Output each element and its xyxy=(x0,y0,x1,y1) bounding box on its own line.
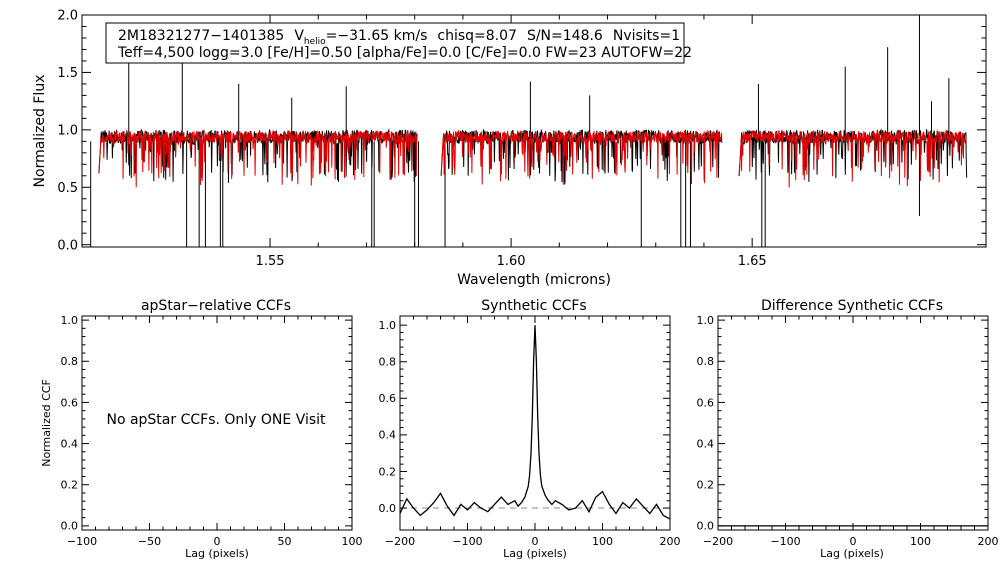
ccf-line xyxy=(399,325,671,520)
apstar-ccf-ticks: −100 −50 0 50 100 0.0 0.2 0.4 0.6 0.8 1.0 xyxy=(61,314,363,548)
y-tick-label: 1.0 xyxy=(61,314,79,327)
spectrum-axes-frame xyxy=(81,14,987,248)
x-tick-label: 0 xyxy=(214,535,221,548)
no-ccf-message: No apStar CCFs. Only ONE Visit xyxy=(106,412,326,428)
vhelio-value: =−31.65 km/s xyxy=(326,28,428,44)
y-tick-label: 0.0 xyxy=(379,502,397,515)
apstar-ccf-panel: apStar−relative CCFs −100 −50 0 50 100 0.0 0.2… xyxy=(40,298,363,560)
y-tick-label: 0.8 xyxy=(697,355,715,368)
spectrum-xlabel: Wavelength (microns) xyxy=(457,272,611,288)
y-tick-label: 0.5 xyxy=(57,181,78,196)
y-tick-label: 0.0 xyxy=(61,520,79,533)
x-tick-label: 200 xyxy=(978,535,999,548)
apstar-ccf-xlabel: Lag (pixels) xyxy=(185,547,249,560)
synthetic-ccf-axes-frame xyxy=(399,315,671,531)
apstar-ccf-title: apStar−relative CCFs xyxy=(141,298,291,314)
synthetic-ccf-xlabel: Lag (pixels) xyxy=(503,547,567,560)
x-tick-label: 100 xyxy=(910,535,931,548)
vhelio-prefix: V xyxy=(294,28,304,44)
apstar-ccf-ylabel: Normalized CCF xyxy=(40,379,53,467)
x-tick-label: −200 xyxy=(385,535,415,548)
x-tick-label: −100 xyxy=(67,535,97,548)
y-tick-label: 1.5 xyxy=(57,66,78,81)
vhelio-subscript: helio xyxy=(304,37,326,47)
synthetic-ccf-plot-area xyxy=(399,325,671,520)
synthetic-ccf-title: Synthetic CCFs xyxy=(481,298,586,314)
y-tick-label: 0.4 xyxy=(61,437,79,450)
y-tick-label: 0.8 xyxy=(379,356,397,369)
x-tick-label: −100 xyxy=(452,535,482,548)
annotation-box xyxy=(105,22,685,64)
nvisits-value: Nvisits=1 xyxy=(613,28,680,44)
snr-value: S/N=148.6 xyxy=(527,28,603,44)
x-tick-label: −100 xyxy=(770,535,800,548)
y-tick-label: 0.6 xyxy=(697,396,715,409)
y-tick-label: 0.2 xyxy=(697,479,715,492)
x-tick-label: 200 xyxy=(660,535,681,548)
x-tick-label: −200 xyxy=(703,535,733,548)
difference-ccf-xlabel: Lag (pixels) xyxy=(820,547,884,560)
y-tick-label: 0.0 xyxy=(697,520,715,533)
difference-ccf-ticks: −200 −100 0 100 200 0.0 0.2 0.4 0.6 0.8 1.0 xyxy=(697,314,999,548)
x-tick-label: 100 xyxy=(592,535,613,548)
x-tick-label: 1.55 xyxy=(256,254,285,269)
y-tick-label: 2.0 xyxy=(57,9,78,24)
x-tick-label: 1.65 xyxy=(738,254,767,269)
synthetic-ccf-panel: Synthetic CCFs −200 −100 0 100 200 0.0 0.2 0.4 0… xyxy=(379,298,681,560)
stellar-parameters: Teff=4,500 logg=3.0 [Fe/H]=0.50 [alpha/F… xyxy=(117,45,692,61)
y-tick-label: 1.0 xyxy=(697,314,715,327)
synthetic-spectrum-line xyxy=(98,129,967,188)
y-tick-label: 0.4 xyxy=(697,437,715,450)
x-tick-label: 0 xyxy=(850,535,857,548)
y-tick-label: 0.0 xyxy=(57,238,78,253)
x-tick-label: 1.60 xyxy=(497,254,526,269)
y-tick-label: 0.8 xyxy=(61,355,79,368)
spectrum-ticks: 1.55 1.60 1.65 0.0 0.5 1.0 1.5 2.0 xyxy=(57,9,986,269)
y-tick-label: 0.2 xyxy=(379,465,397,478)
y-tick-label: 0.6 xyxy=(61,396,79,409)
y-tick-label: 0.2 xyxy=(61,479,79,492)
star-id: 2M18321277−1401385 xyxy=(118,28,284,44)
difference-ccf-panel: Difference Synthetic CCFs −200 −100 0 100 20… xyxy=(697,298,999,560)
difference-ccf-title: Difference Synthetic CCFs xyxy=(761,298,943,314)
x-tick-label: 100 xyxy=(342,535,363,548)
y-tick-label: 0.6 xyxy=(379,392,397,405)
x-tick-label: −50 xyxy=(138,535,161,548)
y-tick-label: 0.4 xyxy=(379,429,397,442)
difference-ccf-axes-frame xyxy=(717,315,989,531)
x-tick-label: 0 xyxy=(532,535,539,548)
y-tick-label: 1.0 xyxy=(57,123,78,138)
spectrum-ylabel: Normalized Flux xyxy=(32,75,48,188)
spectrum-traces xyxy=(90,15,968,247)
chisq-value: chisq=8.07 xyxy=(437,28,517,44)
synthetic-ccf-ticks: −200 −100 0 100 200 0.0 0.2 0.4 0.6 0.8 1.0 xyxy=(379,316,681,548)
x-tick-label: 50 xyxy=(278,535,292,548)
y-tick-label: 1.0 xyxy=(379,319,397,332)
spectrum-panel: 1.55 1.60 1.65 0.0 0.5 1.0 1.5 2.0 Wavelength (… xyxy=(32,9,987,288)
spectrum-plot-area xyxy=(90,15,968,247)
annotation-line-1: 2M18321277−1401385 Vhelio=−31.65 km/s chis… xyxy=(118,28,680,47)
